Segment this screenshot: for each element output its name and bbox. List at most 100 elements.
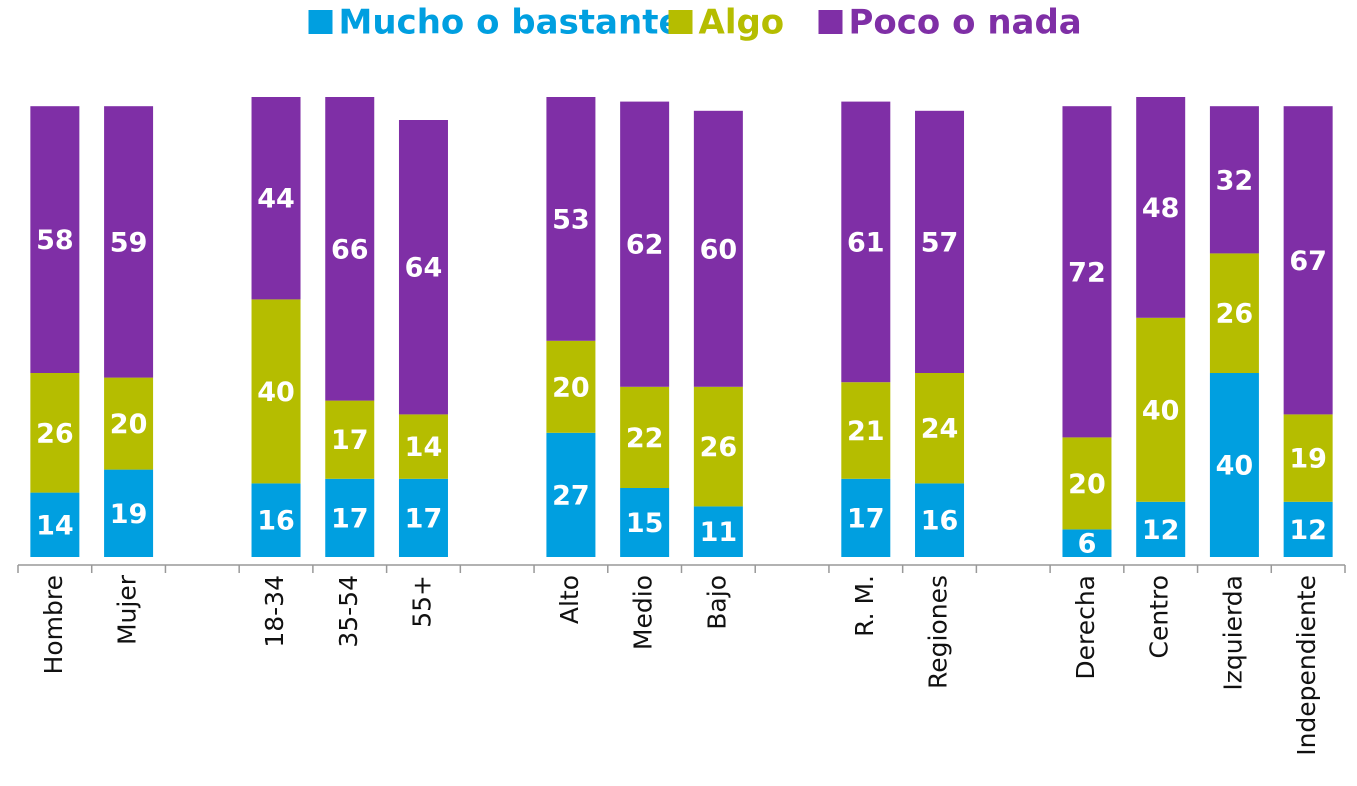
data-label: 58 <box>36 225 74 256</box>
legend-label: Poco o nada <box>849 3 1082 43</box>
legend-label: Mucho o bastante <box>339 3 682 43</box>
bar-segment <box>693 386 743 507</box>
data-label: 6 <box>1078 529 1097 560</box>
data-label: 57 <box>921 227 959 258</box>
legend-swatch <box>818 10 843 34</box>
data-label: 12 <box>1142 515 1180 546</box>
bar-segment <box>30 492 80 557</box>
data-label: 24 <box>921 414 959 445</box>
data-label: 40 <box>257 377 295 408</box>
legend-swatch <box>308 10 333 34</box>
data-label: 20 <box>552 372 590 403</box>
data-label: 16 <box>257 506 295 537</box>
bar-segment <box>251 483 301 557</box>
bar-segment <box>620 101 670 387</box>
bar-segment <box>1283 106 1333 415</box>
x-tick-label: Independiente <box>1292 575 1321 756</box>
data-label: 40 <box>1142 395 1180 426</box>
data-label: 62 <box>626 230 664 261</box>
data-label: 14 <box>36 510 74 541</box>
legend-label: Algo <box>699 3 785 43</box>
data-label: 66 <box>331 234 369 265</box>
data-label: 15 <box>626 508 664 539</box>
bar-segment <box>546 340 596 433</box>
bar-segment <box>915 483 965 557</box>
data-label: 32 <box>1216 165 1254 196</box>
bar-segment <box>546 97 596 341</box>
data-label: 19 <box>1289 444 1327 475</box>
data-label: 11 <box>700 517 738 548</box>
data-label: 44 <box>257 184 295 215</box>
data-label: 19 <box>110 499 148 530</box>
data-label: 17 <box>331 503 369 534</box>
bar-segment <box>693 110 743 387</box>
x-tick-label: Alto <box>555 575 584 624</box>
x-tick-label: Medio <box>629 575 658 650</box>
x-tick-label: 18-34 <box>260 575 289 648</box>
bar-segment <box>251 97 301 300</box>
data-label: 17 <box>331 425 369 456</box>
data-label: 12 <box>1289 515 1327 546</box>
data-label: 22 <box>626 423 664 454</box>
bar-segment <box>841 382 891 479</box>
x-tick-label: Derecha <box>1071 575 1100 680</box>
bar-segment <box>1136 317 1186 502</box>
data-label: 40 <box>1216 451 1254 482</box>
x-tick-label: 35-54 <box>334 575 363 648</box>
bar-segment <box>1136 97 1186 318</box>
x-tick-label: Izquierda <box>1218 575 1247 691</box>
data-label: 26 <box>36 418 74 449</box>
bar-segment <box>693 506 743 557</box>
bar-segment <box>251 299 301 484</box>
data-label: 14 <box>405 432 443 463</box>
bar-segment <box>1209 373 1259 557</box>
bar-segment <box>398 478 448 557</box>
legend-swatch <box>668 10 693 34</box>
bar-segment <box>398 120 448 415</box>
x-tick-label: Mujer <box>113 574 142 645</box>
data-label: 72 <box>1068 257 1106 288</box>
bar-segment <box>841 478 891 557</box>
bar-segment <box>1283 501 1333 557</box>
data-label: 48 <box>1142 193 1180 224</box>
data-label: 53 <box>552 204 590 235</box>
bar-segment <box>915 110 965 374</box>
data-label: 21 <box>847 416 885 447</box>
x-tick-label: Hombre <box>39 575 68 674</box>
data-label: 27 <box>552 480 590 511</box>
bar-segment <box>30 373 80 493</box>
x-tick-label: 55+ <box>407 575 436 628</box>
bar-segment <box>104 377 154 470</box>
bar-segment <box>398 414 448 479</box>
bar-segment <box>30 106 80 373</box>
data-label: 17 <box>405 503 443 534</box>
data-label: 26 <box>700 432 738 463</box>
bar-segment <box>546 432 596 557</box>
data-label: 60 <box>700 234 738 265</box>
bar-segment <box>620 386 670 488</box>
bar-segment <box>1062 437 1112 530</box>
data-label: 20 <box>110 409 148 440</box>
bar-segment <box>915 373 965 484</box>
bar-segment <box>1136 501 1186 557</box>
bar-segment <box>1209 253 1259 373</box>
bar-segment <box>325 97 375 401</box>
bar-segment <box>325 478 375 557</box>
x-tick-label: R. M. <box>850 575 879 637</box>
bar-segment <box>1062 106 1112 438</box>
data-label: 17 <box>847 503 885 534</box>
bar-segment <box>325 400 375 479</box>
data-label: 20 <box>1068 469 1106 500</box>
bar-segment <box>104 106 154 378</box>
bar-segment <box>1062 529 1112 557</box>
data-label: 26 <box>1216 299 1254 330</box>
bar-segment <box>104 469 154 557</box>
data-label: 64 <box>405 253 443 284</box>
bar-segment <box>1283 414 1333 502</box>
bar-segment <box>620 488 670 557</box>
data-label: 61 <box>847 227 885 258</box>
bar-segment <box>1209 106 1259 254</box>
x-tick-label: Bajo <box>702 575 731 630</box>
x-tick-label: Regiones <box>924 575 953 689</box>
